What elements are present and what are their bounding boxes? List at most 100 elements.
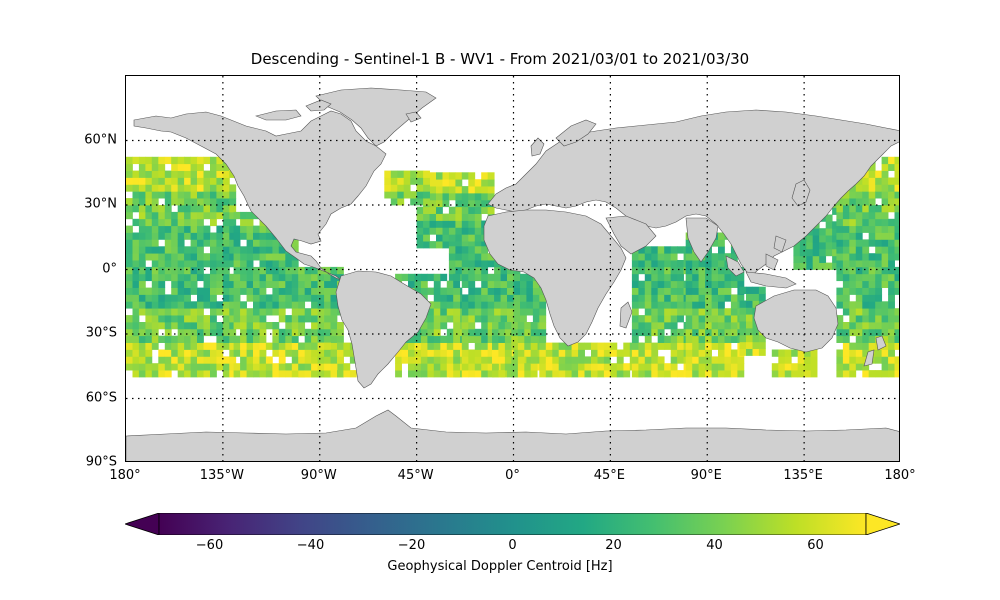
data-cell [145,328,153,337]
data-cell [330,294,338,302]
data-cell [317,266,325,275]
data-cell [468,234,476,242]
data-cell [631,363,639,371]
data-cell [455,220,463,228]
data-cell [513,301,521,309]
data-cell [210,322,217,330]
data-cell [631,260,639,268]
data-cell [291,273,299,282]
data-cell [433,308,441,316]
data-cell [440,287,448,295]
data-cell [487,301,495,309]
data-cell [197,177,204,185]
data-cell [597,356,605,364]
data-cell [862,170,870,178]
data-cell [158,287,166,295]
data-cell [481,273,489,282]
data-cell [151,211,159,220]
data-cell [138,349,146,357]
data-cell [272,349,280,357]
data-cell [317,301,325,309]
data-cell [875,211,883,220]
data-cell [474,370,482,378]
data-cell [455,193,463,201]
data-cell [278,342,286,350]
data-cell [638,280,646,288]
data-cell [453,273,461,282]
data-cell [651,308,659,316]
data-cell [246,335,254,343]
data-cell [229,308,237,316]
data-cell [410,191,418,199]
data-cell [453,370,461,378]
data-cell [631,335,639,343]
data-cell [311,273,318,282]
data-cell [855,211,863,220]
data-cell [644,308,652,316]
data-cell [842,266,850,275]
data-cell [291,260,299,268]
data-cell [875,246,883,254]
data-cell [881,266,889,275]
data-cell [737,294,745,302]
data-cell [151,315,159,323]
data-cell [453,335,461,343]
data-cell [819,248,827,257]
data-cell [446,349,454,357]
data-cell [578,349,585,357]
data-cell [487,370,495,378]
data-cell [481,253,489,261]
data-cell [259,328,267,337]
data-cell [330,370,338,378]
data-cell [222,225,230,233]
data-cell [246,322,254,330]
data-cell [685,260,693,268]
data-cell [240,260,247,268]
data-cell [517,342,525,350]
data-cell [210,273,217,282]
data-cell [408,356,415,364]
data-cell [730,294,738,302]
data-cell [685,308,693,316]
data-cell [664,294,672,302]
data-cell [446,335,454,343]
data-cell [894,225,899,233]
data-cell [427,342,435,350]
data-cell [644,294,652,302]
data-cell [317,370,325,378]
data-cell [842,280,850,288]
data-cell [151,253,159,261]
data-cell [670,287,678,295]
data-cell [298,322,306,330]
data-cell [197,205,204,213]
data-cell [317,349,325,357]
data-cell [692,294,700,302]
data-cell [408,349,415,357]
data-cell [298,287,306,295]
data-cell [832,228,839,236]
data-cell [222,211,230,220]
data-cell [233,370,241,378]
data-cell [423,198,430,206]
data-cell [184,349,191,357]
data-cell [272,239,280,247]
data-cell [197,308,204,316]
data-cell [184,273,191,282]
data-cell [894,239,899,247]
data-cell [229,349,237,357]
data-cell [184,356,191,364]
data-cell [584,363,592,371]
data-cell [390,184,398,192]
data-cell [414,356,422,364]
data-cell [494,273,501,282]
data-cell [881,239,889,247]
data-cell [711,301,719,309]
data-cell [664,315,672,323]
data-cell [427,308,435,316]
data-cell [233,342,241,350]
data-cell [433,322,441,330]
data-cell [203,232,211,240]
data-cell [888,225,895,233]
data-cell [888,308,895,316]
data-cell [423,213,430,221]
